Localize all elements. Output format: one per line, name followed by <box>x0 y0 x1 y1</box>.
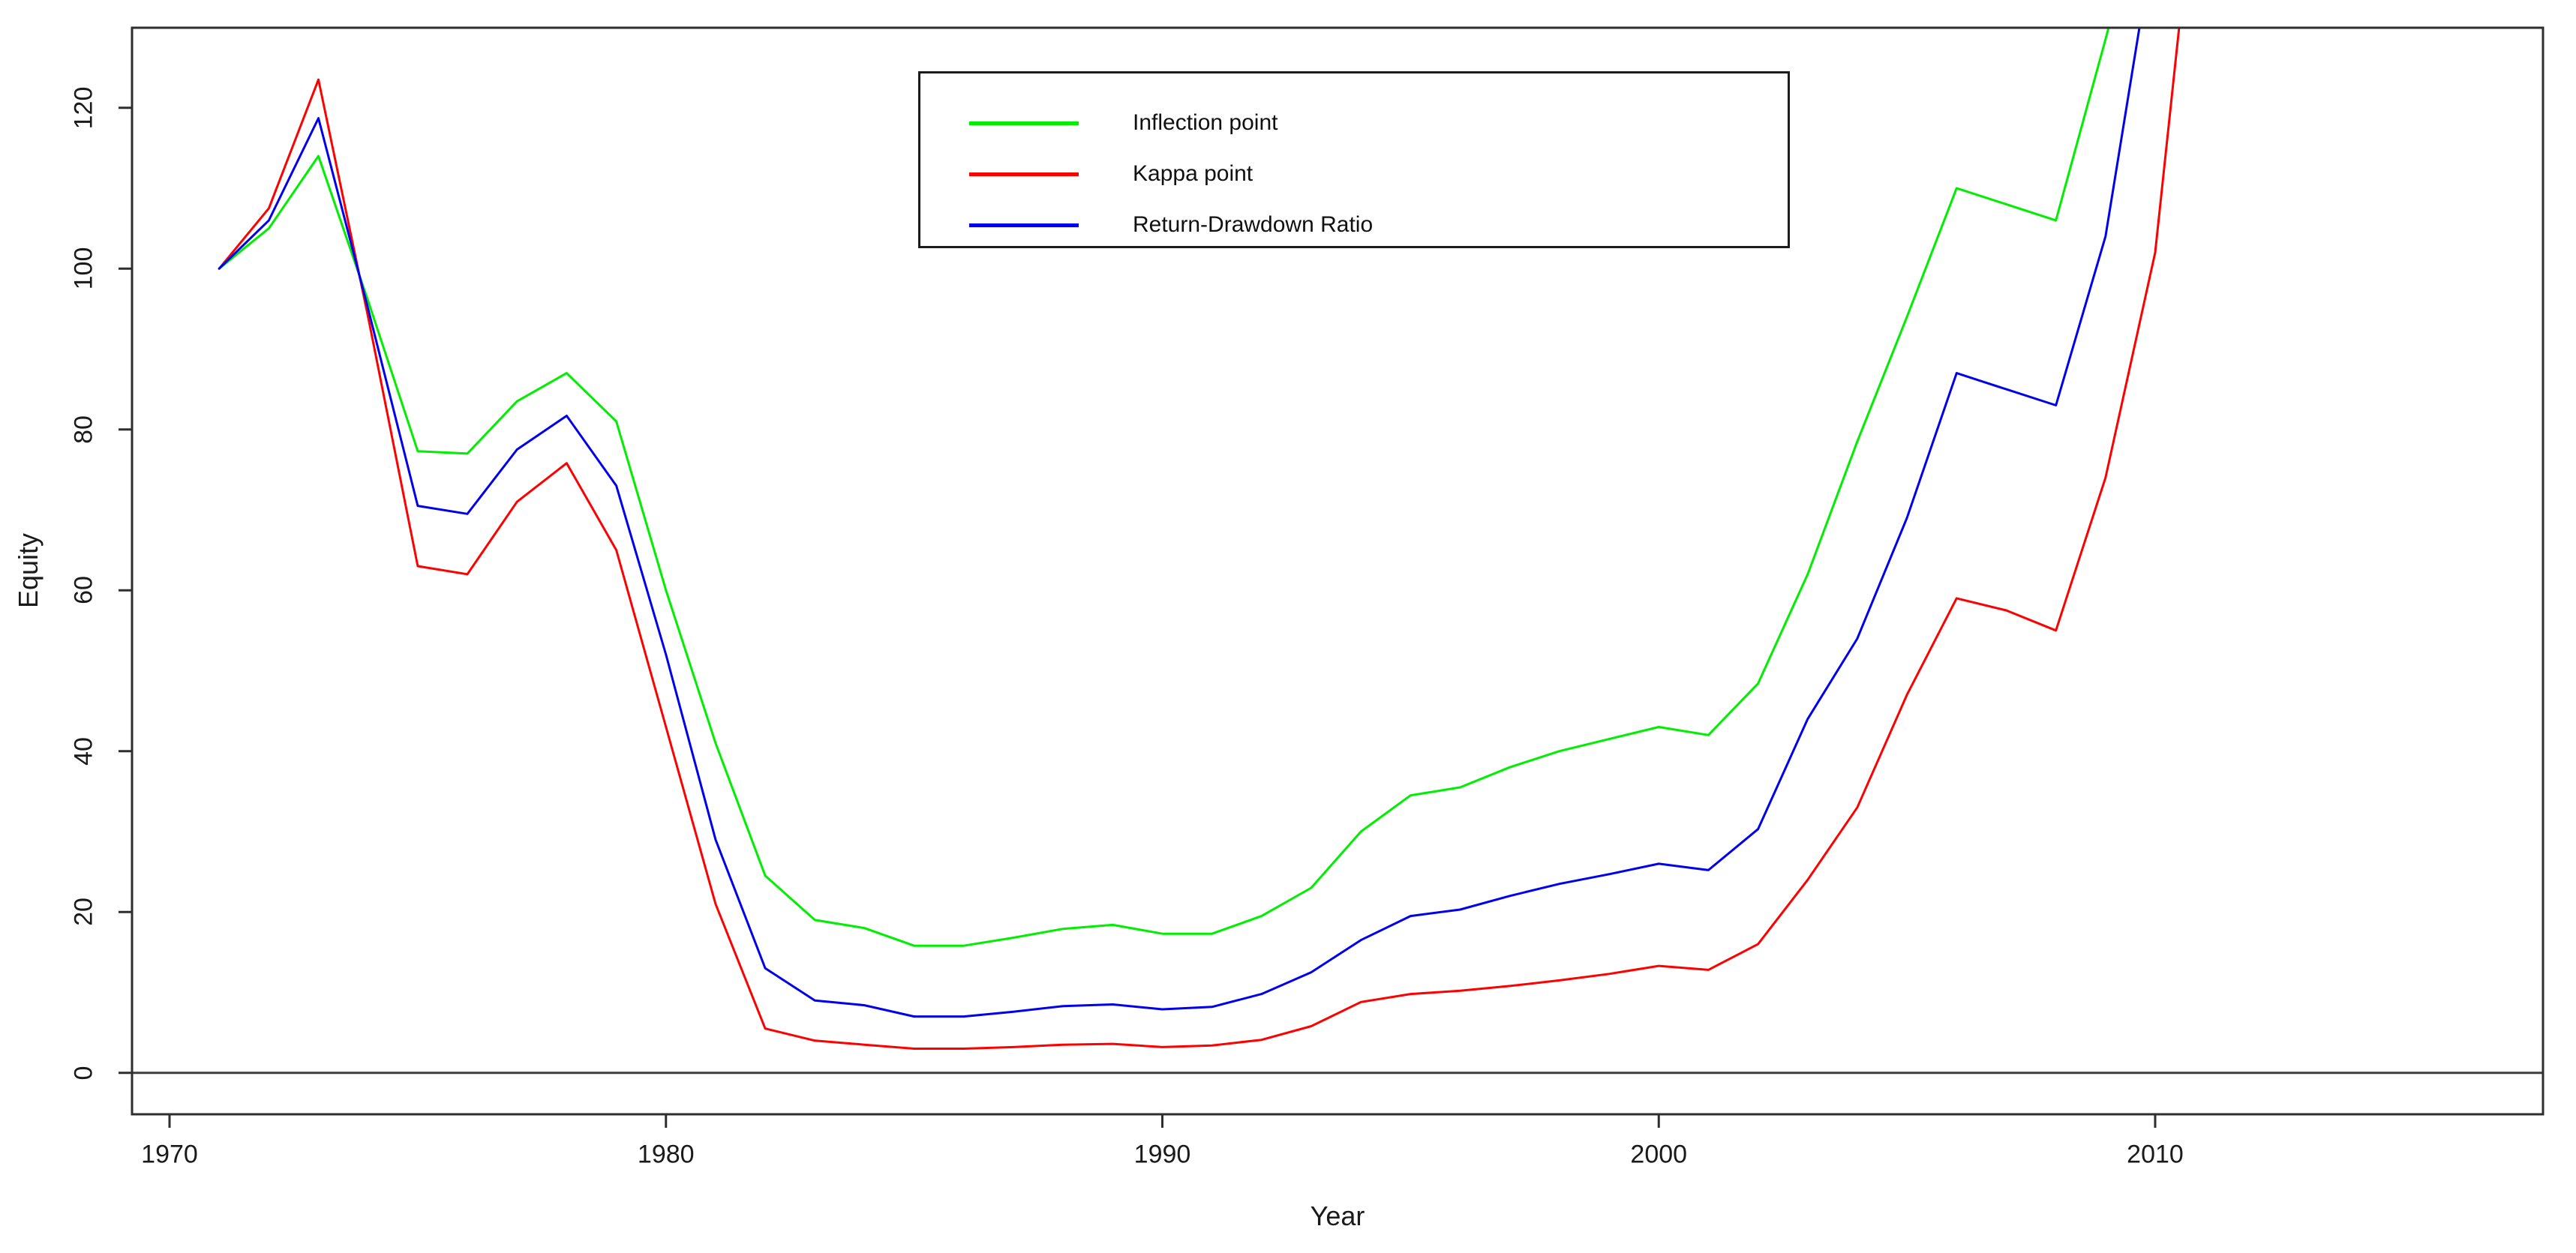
legend-label-return-drawdown-ratio: Return-Drawdown Ratio <box>1133 212 1374 237</box>
legend-item: Inflection point <box>920 108 1788 138</box>
y-tick-label: 100 <box>69 247 98 290</box>
y-axis-title: Equity <box>13 532 44 609</box>
x-tick-label: 1980 <box>637 1140 695 1169</box>
legend-item: Kappa point <box>920 159 1788 189</box>
legend-item: Return-Drawdown Ratio <box>920 210 1788 240</box>
x-tick-label: 1990 <box>1133 1140 1191 1169</box>
series-line-kappa-point <box>218 28 2181 1050</box>
y-tick-label: 20 <box>69 898 98 927</box>
y-tick-label: 80 <box>69 415 98 444</box>
axis-ticks <box>119 106 2157 1128</box>
legend: Inflection point Kappa point Return-Draw… <box>918 71 1790 248</box>
y-tick-label: 40 <box>69 736 98 766</box>
y-tick-label: 120 <box>69 86 98 130</box>
series-line-inflection-point <box>218 28 2110 947</box>
x-tick-label: 1970 <box>141 1140 198 1169</box>
series-lines <box>218 28 2181 1050</box>
legend-label-kappa-point: Kappa point <box>1133 161 1253 186</box>
x-tick-label: 2010 <box>2127 1140 2184 1169</box>
x-tick-label: 2000 <box>1630 1140 1688 1169</box>
plot-box <box>131 26 2544 1116</box>
x-axis-title: Year <box>1310 1201 1365 1231</box>
y-tick-label: 0 <box>69 1066 98 1081</box>
legend-label-inflection-point: Inflection point <box>1133 110 1278 135</box>
legend-line-inflection-point-icon <box>969 121 1079 125</box>
legend-line-return-drawdown-ratio-icon <box>969 223 1079 227</box>
series-line-return-drawdown-ratio <box>218 28 2141 1018</box>
y-tick-label: 60 <box>69 576 98 605</box>
legend-line-kappa-point-icon <box>969 172 1079 176</box>
